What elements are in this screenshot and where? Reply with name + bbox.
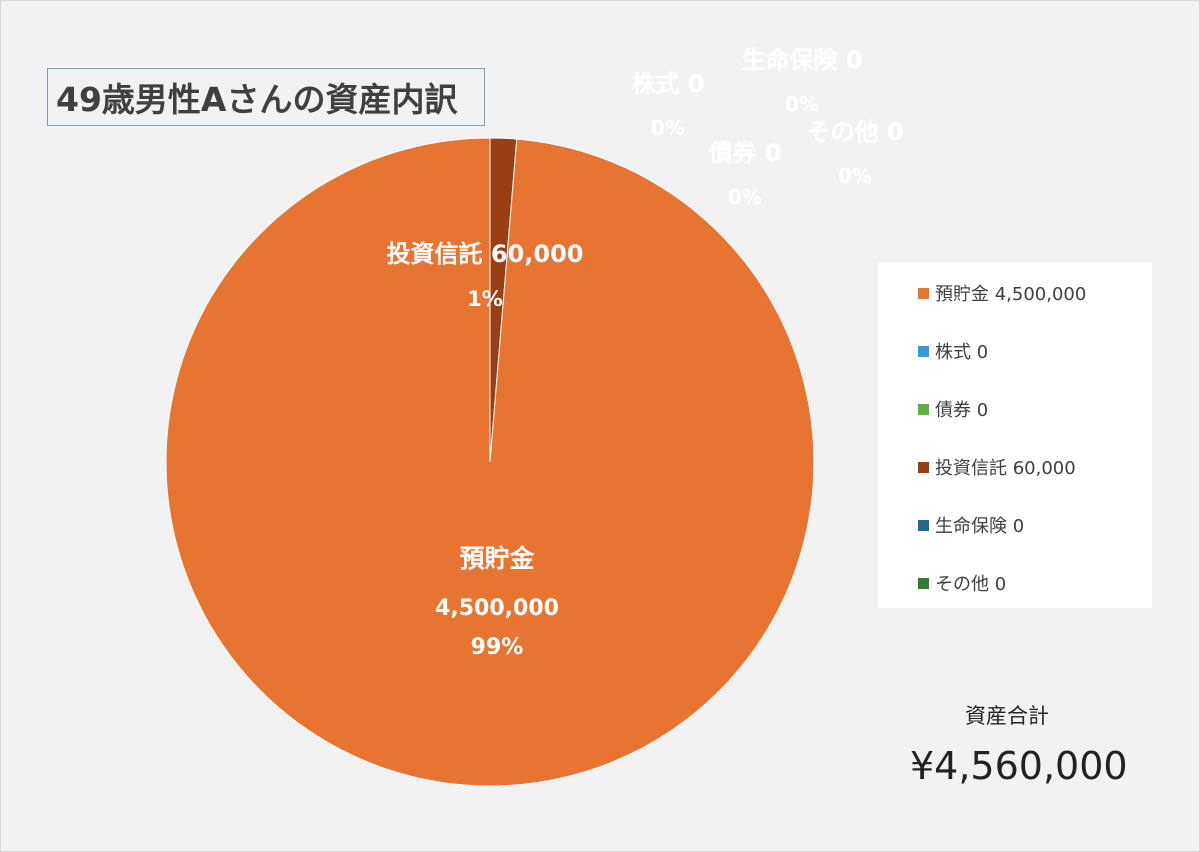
- data-label-investment-trust-name: 投資信託 60,000: [387, 240, 584, 268]
- total-assets-label: 資産合計: [965, 704, 1049, 728]
- data-label-stocks-name: 株式 0: [631, 70, 704, 98]
- data-label-bonds-percent: 0%: [728, 185, 762, 209]
- chart-title: 49歳男性Aさんの資産内訳: [47, 68, 485, 126]
- legend-label-other: その他 0: [935, 574, 1007, 595]
- total-assets-value: ¥4,560,000: [910, 744, 1128, 788]
- legend-label-savings: 預貯金 4,500,000: [935, 284, 1087, 305]
- legend-swatch-stocks: [918, 345, 929, 357]
- legend-swatch-other: [918, 577, 929, 589]
- legend-swatch-investment-trust: [918, 461, 929, 473]
- legend-label-life-insurance: 生命保険 0: [935, 516, 1025, 537]
- legend-swatch-bonds: [918, 403, 929, 415]
- legend-item-bonds[interactable]: 債券 0: [918, 396, 988, 422]
- legend-item-savings[interactable]: 預貯金 4,500,000: [918, 280, 1086, 306]
- data-label-savings-value: 4,500,000: [435, 596, 559, 621]
- data-label-stocks-percent: 0%: [651, 116, 685, 140]
- legend-item-investment-trust[interactable]: 投資信託 60,000: [918, 454, 1076, 480]
- legend-swatch-savings: [918, 287, 929, 299]
- data-label-investment-trust-percent: 1%: [467, 287, 503, 311]
- legend-label-bonds: 債券 0: [935, 400, 989, 421]
- legend-item-other[interactable]: その他 0: [918, 570, 1006, 596]
- data-label-life-insurance-percent: 0%: [785, 92, 819, 116]
- legend-swatch-life-insurance: [918, 519, 929, 531]
- legend-label-investment-trust: 投資信託 60,000: [935, 458, 1076, 479]
- data-label-life-insurance-name: 生命保険 0: [741, 46, 862, 74]
- data-label-bonds-name: 債券 0: [707, 139, 781, 167]
- legend-item-stocks[interactable]: 株式 0: [918, 338, 988, 364]
- data-label-savings-percent: 99%: [471, 635, 524, 660]
- data-label-savings-name: 預貯金: [459, 544, 535, 573]
- legend-item-life-insurance[interactable]: 生命保険 0: [918, 512, 1024, 538]
- legend-label-stocks: 株式 0: [935, 342, 989, 363]
- legend: 預貯金 4,500,000 株式 0 債券 0 投資信託 60,000 生命保険…: [878, 262, 1152, 608]
- data-label-other-percent: 0%: [838, 164, 872, 188]
- pie-slice-savings[interactable]: [165, 137, 815, 787]
- data-label-other-name: その他 0: [806, 118, 903, 146]
